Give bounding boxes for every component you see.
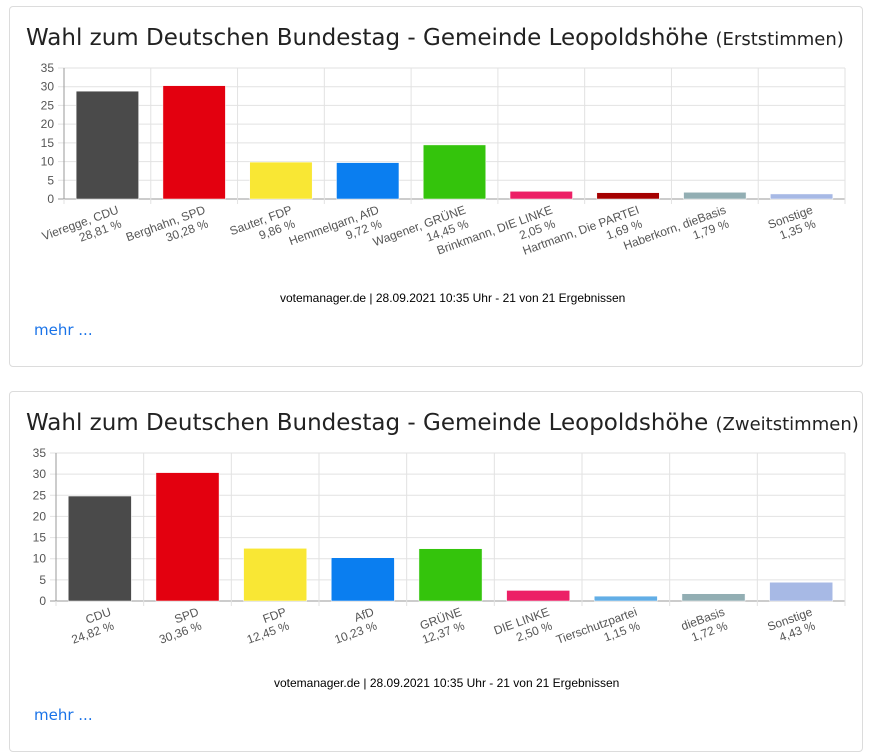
- bar[interactable]: [243, 548, 307, 602]
- y-tick-label: 35: [41, 61, 55, 75]
- bar[interactable]: [770, 193, 834, 200]
- y-tick-label: 15: [33, 531, 47, 545]
- y-tick-label: 0: [47, 192, 54, 206]
- y-tick-label: 20: [33, 509, 47, 523]
- bar[interactable]: [506, 590, 570, 602]
- y-tick-label: 20: [41, 117, 55, 131]
- y-tick-label: 15: [41, 136, 55, 150]
- y-tick-label: 0: [39, 594, 46, 608]
- bar[interactable]: [509, 191, 573, 200]
- chart-card-zweitstimmen: Wahl zum Deutschen Bundestag - Gemeinde …: [9, 391, 863, 752]
- bar[interactable]: [162, 85, 226, 200]
- bar[interactable]: [683, 192, 747, 200]
- bar[interactable]: [423, 144, 486, 200]
- y-tick-label: 5: [39, 573, 46, 587]
- card-title: Wahl zum Deutschen Bundestag - Gemeinde …: [26, 25, 844, 51]
- bar[interactable]: [769, 582, 833, 602]
- bar[interactable]: [596, 192, 660, 200]
- title-subtitle: (Zweitstimmen): [715, 414, 859, 435]
- y-tick-label: 25: [33, 488, 47, 502]
- y-tick-label: 10: [33, 552, 47, 566]
- more-link[interactable]: mehr ...: [34, 321, 93, 339]
- chart-card-erststimmen: Wahl zum Deutschen Bundestag - Gemeinde …: [9, 6, 863, 367]
- bar[interactable]: [68, 495, 132, 602]
- bar[interactable]: [331, 557, 395, 602]
- title-text: Wahl zum Deutschen Bundestag - Gemeinde …: [26, 25, 709, 51]
- y-tick-label: 10: [41, 155, 55, 169]
- y-tick-label: 30: [41, 80, 55, 94]
- x-tick-label: AfD: [352, 605, 376, 625]
- bar[interactable]: [336, 162, 400, 200]
- card-title: Wahl zum Deutschen Bundestag - Gemeinde …: [26, 410, 859, 436]
- bar[interactable]: [681, 593, 746, 602]
- y-tick-label: 30: [33, 467, 47, 481]
- bar[interactable]: [594, 595, 658, 602]
- y-tick-label: 25: [41, 98, 55, 112]
- bar[interactable]: [418, 548, 483, 602]
- bar[interactable]: [155, 472, 220, 602]
- y-tick-label: 5: [47, 173, 54, 187]
- chart-source: votemanager.de | 28.09.2021 10:35 Uhr - …: [274, 676, 620, 690]
- more-link[interactable]: mehr ...: [34, 706, 93, 724]
- bar[interactable]: [75, 90, 139, 200]
- title-text: Wahl zum Deutschen Bundestag - Gemeinde …: [26, 410, 709, 436]
- title-subtitle: (Erststimmen): [715, 29, 844, 50]
- y-tick-label: 35: [33, 446, 47, 460]
- bar[interactable]: [249, 161, 313, 200]
- chart-source: votemanager.de | 28.09.2021 10:35 Uhr - …: [280, 291, 626, 305]
